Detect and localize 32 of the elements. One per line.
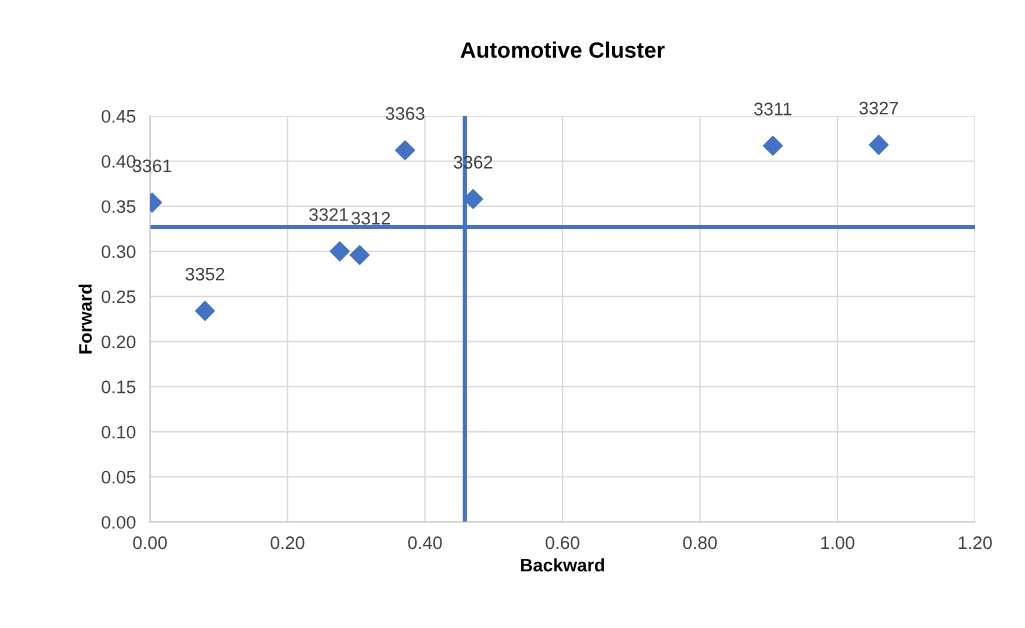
x-tick-label: 0.80 — [683, 536, 717, 550]
chart-title: Automotive Cluster — [460, 41, 665, 58]
point — [329, 241, 350, 262]
x-tick-label: 1.20 — [958, 536, 992, 550]
point — [194, 300, 216, 321]
point — [868, 134, 889, 155]
point — [349, 244, 370, 265]
y-tick-label: 0.30 — [101, 245, 136, 259]
x-tick-label: 0.60 — [545, 536, 580, 550]
x-tick-label: 1.00 — [821, 536, 855, 550]
annotation: 3321 — [309, 208, 348, 221]
y-tick-label: 0.35 — [101, 200, 136, 213]
x-axis-title: Backward — [521, 558, 604, 572]
y-tick-label: 0.00 — [101, 515, 136, 529]
point — [762, 135, 783, 156]
y-tick-label: 0.15 — [101, 380, 136, 394]
x-tick-label: 0.20 — [270, 536, 305, 550]
annotation: 3311 — [754, 102, 792, 116]
y-tick-label: 0.05 — [101, 470, 136, 484]
x-tick-label: 0.00 — [133, 536, 167, 550]
point — [395, 140, 416, 161]
annotation: 3352 — [185, 267, 225, 281]
y-tick-label: 0.20 — [101, 335, 136, 349]
y-tick-label: 0.10 — [101, 425, 136, 439]
annotation: 3363 — [385, 107, 425, 120]
y-axis-title: Forward — [78, 284, 92, 354]
annotation: 3327 — [859, 101, 898, 115]
point — [463, 188, 484, 210]
y-tick-label: 0.25 — [101, 290, 136, 304]
y-tick-label: 0.45 — [101, 109, 136, 123]
annotation: 3312 — [351, 211, 390, 225]
x-tick-label: 0.40 — [408, 536, 442, 550]
